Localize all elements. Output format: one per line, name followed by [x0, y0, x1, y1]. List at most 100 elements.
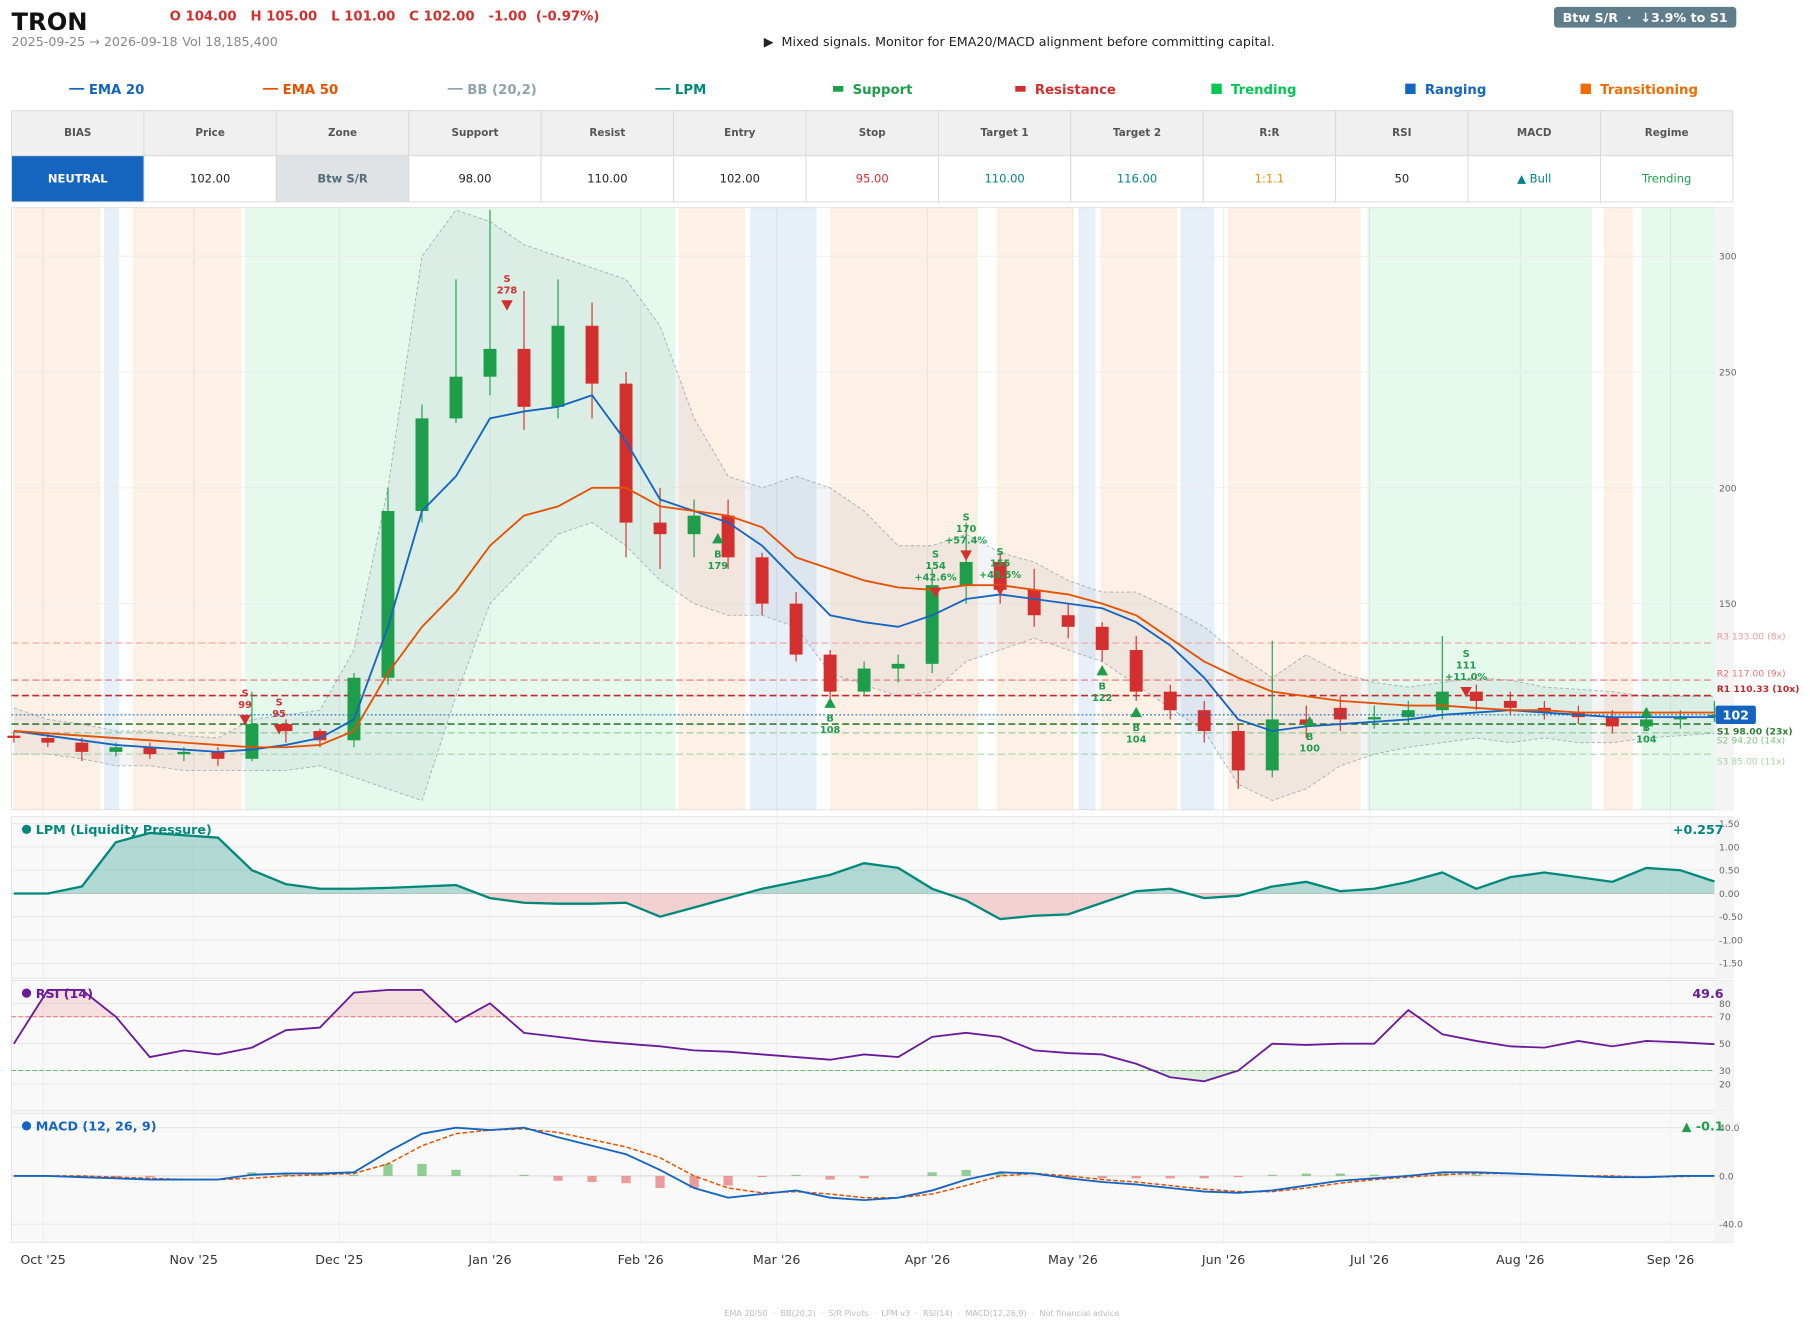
pane-margin — [1714, 1113, 1733, 1243]
legend-label: LPM — [675, 83, 706, 98]
macd-histogram-bar — [383, 1163, 393, 1176]
regime-band — [996, 207, 1074, 810]
candle-body — [1265, 719, 1279, 771]
y-tick-label: 200 — [1719, 483, 1737, 494]
candle-body — [755, 557, 769, 604]
table-header: Resist — [589, 127, 625, 139]
macd-histogram-bar — [825, 1175, 835, 1180]
y-tick-label: 1.00 — [1719, 842, 1740, 853]
candle-body — [211, 751, 225, 759]
table-value: 110.00 — [984, 171, 1024, 185]
x-tick-label: Jan '26 — [467, 1252, 511, 1267]
zone-badge — [1554, 6, 1737, 28]
candle-body — [1061, 615, 1075, 627]
pane-background — [11, 1112, 1734, 1243]
y-tick-label: -0.50 — [1719, 912, 1743, 923]
y-tick-label: 150 — [1719, 599, 1737, 610]
candle-body — [1503, 700, 1517, 708]
pane-background — [11, 816, 1734, 979]
table-cell — [540, 155, 675, 203]
table-header: Zone — [328, 127, 357, 139]
macd-histogram-bar — [451, 1169, 461, 1176]
regime-band — [750, 207, 817, 810]
table-header-cell — [1599, 110, 1734, 157]
table-header-cell — [275, 110, 410, 157]
lpm-area-positive — [47, 832, 1715, 894]
ema-line — [13, 394, 1715, 753]
table-value: 98.00 — [458, 171, 491, 185]
legend-label: Trending — [1231, 83, 1296, 98]
x-tick-label: May '26 — [1048, 1252, 1098, 1267]
candle-body — [279, 724, 293, 732]
level-label: R1 110.33 (10x) — [1717, 684, 1800, 695]
candle-body — [483, 348, 497, 377]
pane-margin — [1714, 816, 1733, 979]
y-tick-label: 0.50 — [1719, 866, 1740, 877]
macd-histogram-bar — [961, 1169, 971, 1176]
rsi-line — [13, 989, 1715, 1083]
ema-line — [13, 486, 1715, 749]
bollinger-band-upper — [13, 209, 1715, 739]
candle-body — [1707, 714, 1721, 718]
signal-change: +11.0% — [1445, 672, 1487, 683]
candle-body — [245, 724, 259, 759]
pane-title: RSI (14) — [36, 986, 93, 1001]
y-tick-label: 0.0 — [1719, 1171, 1734, 1182]
table-value: ▲ Bull — [1517, 171, 1551, 185]
macd-histogram-bar — [1165, 1175, 1175, 1179]
table-value: 1:1.1 — [1255, 171, 1285, 185]
macd-histogram-bar — [519, 1174, 529, 1176]
signal-price: 179 — [708, 561, 729, 572]
legend-swatch — [832, 85, 844, 92]
table-cell — [805, 155, 939, 203]
regime-band — [1641, 207, 1715, 810]
legend-label: Transitioning — [1600, 83, 1698, 98]
signal-side: S — [276, 698, 283, 709]
signal-message: ▶ Mixed signals. Monitor for EMA20/MACD … — [764, 34, 1275, 49]
y-tick-label: 50 — [1719, 1039, 1731, 1050]
table-cell — [143, 155, 277, 203]
macd-histogram-bar — [349, 1174, 359, 1176]
table-header: Target 2 — [1113, 127, 1161, 139]
pane-current-value: 49.6 — [1692, 986, 1723, 1001]
macd-histogram-bar — [1437, 1173, 1447, 1176]
table-cell — [408, 155, 542, 203]
candle-body — [1367, 717, 1381, 720]
signal-change: +43.5% — [979, 570, 1021, 581]
candle-body — [75, 742, 89, 752]
signal-marker — [1130, 706, 1142, 718]
signal-marker — [501, 300, 513, 311]
table-value: Btw S/R — [317, 171, 367, 185]
table-value: 116.00 — [1117, 171, 1157, 185]
candle-body — [823, 654, 837, 692]
candle-body — [551, 325, 565, 407]
table-cell — [275, 155, 410, 203]
macd-histogram-bar — [1131, 1175, 1141, 1179]
regime-band — [1180, 207, 1215, 810]
y-tick-label: 1.50 — [1719, 819, 1740, 830]
y-tick-label: 20 — [1719, 1079, 1731, 1090]
macd-histogram-bar — [1233, 1175, 1243, 1178]
candle-body — [585, 325, 599, 384]
y-tick-label: 70 — [1719, 1012, 1731, 1023]
table-header: Support — [452, 127, 499, 139]
level-label: S3 85.00 (11x) — [1717, 757, 1785, 768]
signal-side: S — [963, 512, 970, 523]
signal-marker — [239, 714, 251, 726]
regime-band — [103, 207, 120, 810]
table-header-cell — [805, 110, 939, 157]
legend-label: EMA 50 — [283, 83, 339, 98]
macd-histogram-bar — [689, 1175, 699, 1188]
candle-body — [721, 515, 735, 558]
zone-badge-text: Btw S/R · ↓3.9% to S1 — [1563, 10, 1728, 25]
macd-histogram-bar — [1471, 1174, 1481, 1176]
macd-histogram-bar — [655, 1175, 665, 1188]
candle-body — [891, 663, 905, 669]
candle-body — [1231, 731, 1245, 771]
table-header: Entry — [724, 127, 756, 139]
signal-side: S — [997, 547, 1004, 558]
candle-body — [109, 747, 123, 752]
signal-price: 99 — [238, 700, 252, 711]
y-tick-label: 0.00 — [1719, 889, 1740, 900]
